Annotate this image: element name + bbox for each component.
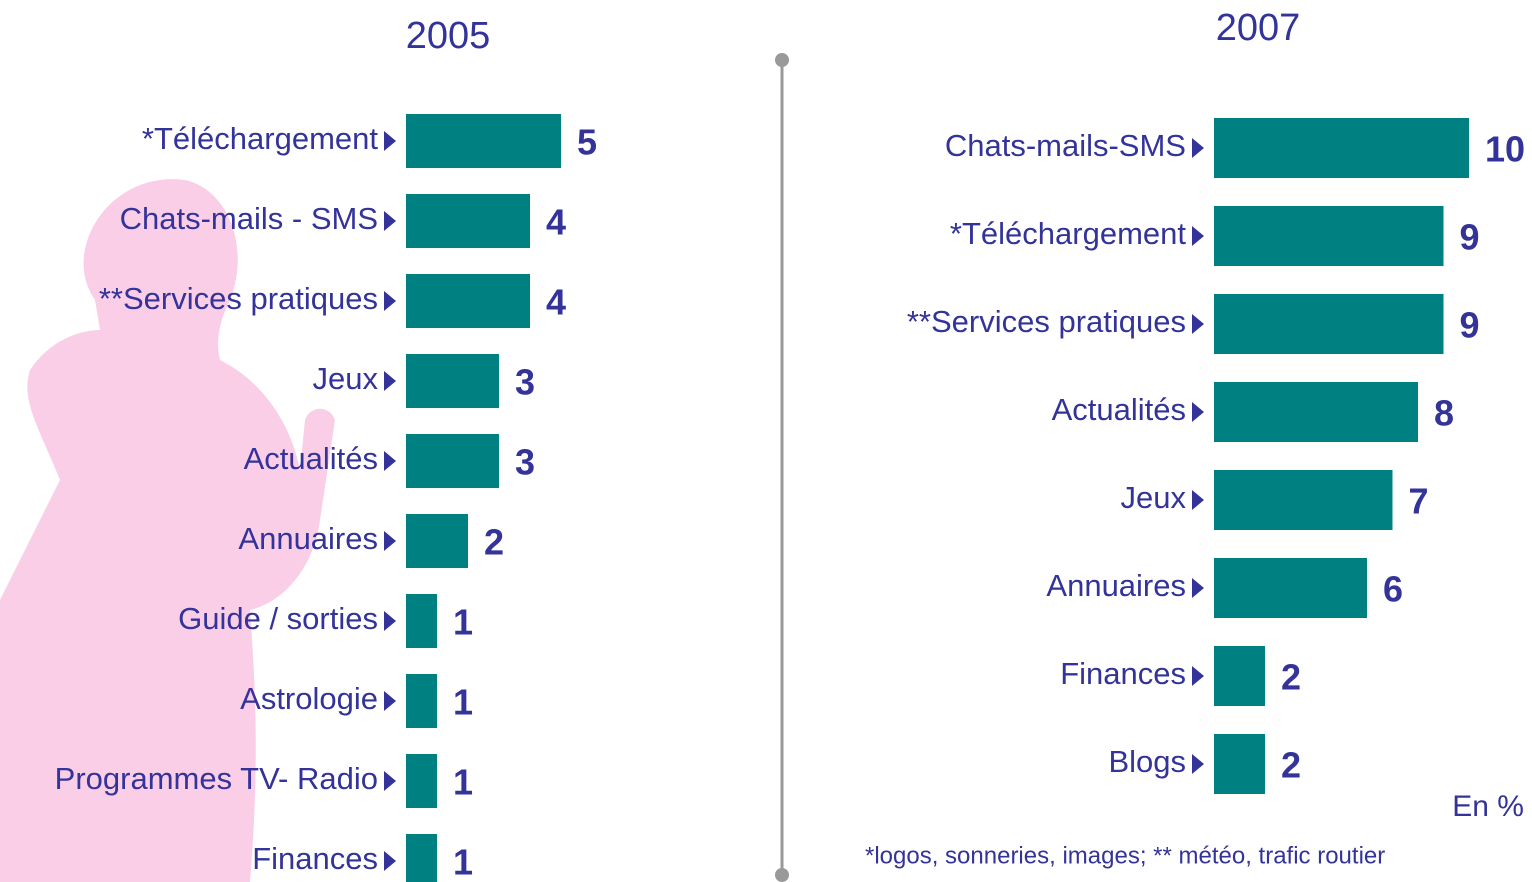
bar: [406, 114, 561, 168]
value-label: 8: [1434, 393, 1454, 434]
category-label: Finances: [252, 841, 378, 876]
marker: [384, 771, 396, 791]
category-label: *Téléchargement: [142, 121, 378, 156]
category-label: Chats-mails-SMS: [945, 128, 1186, 163]
category-label: Annuaires: [238, 521, 378, 556]
value-label: 3: [515, 362, 535, 403]
divider-dot: [775, 53, 789, 67]
category-label: Chats-mails - SMS: [120, 201, 378, 236]
bar: [406, 194, 530, 248]
marker: [384, 211, 396, 231]
value-label: 1: [453, 682, 473, 723]
marker: [1192, 754, 1204, 774]
marker: [384, 451, 396, 471]
bar: [406, 274, 530, 328]
bar: [406, 514, 468, 568]
bar: [1214, 734, 1265, 794]
bar: [406, 754, 437, 808]
chart-title: 2007: [1216, 7, 1301, 49]
category-label: Programmes TV- Radio: [55, 761, 378, 796]
value-label: 1: [453, 842, 473, 882]
bar: [406, 834, 437, 882]
value-label: 9: [1460, 217, 1480, 258]
category-label: *Téléchargement: [950, 216, 1186, 251]
marker: [384, 371, 396, 391]
marker: [1192, 490, 1204, 510]
marker: [384, 851, 396, 871]
bar: [406, 354, 499, 408]
bar: [1214, 558, 1367, 618]
marker: [1192, 666, 1204, 686]
value-label: 7: [1409, 481, 1429, 522]
marker: [384, 611, 396, 631]
value-label: 3: [515, 442, 535, 483]
value-label: 6: [1383, 569, 1403, 610]
category-label: Guide / sorties: [178, 601, 378, 636]
category-label: Blogs: [1108, 744, 1186, 779]
category-label: Actualités: [1052, 392, 1186, 427]
chart: 2005 *Téléchargement 5 Chats-mails - SMS 4 **…: [0, 0, 1532, 882]
marker: [384, 531, 396, 551]
category-label: Astrologie: [240, 681, 378, 716]
value-label: 4: [546, 282, 566, 323]
category-label: **Services pratiques: [99, 281, 378, 316]
bar: [406, 434, 499, 488]
value-label: 9: [1460, 305, 1480, 346]
bar: [1214, 470, 1393, 530]
marker: [1192, 138, 1204, 158]
bar: [1214, 294, 1444, 354]
category-label: Annuaires: [1046, 568, 1186, 603]
value-label: 5: [577, 122, 597, 163]
value-label: 2: [484, 522, 504, 563]
footnote: *logos, sonneries, images; ** météo, tra…: [865, 842, 1385, 869]
divider-dot: [775, 868, 789, 882]
bar: [1214, 118, 1469, 178]
category-label: Jeux: [1121, 480, 1187, 515]
marker: [1192, 226, 1204, 246]
chart-title: 2005: [406, 15, 491, 57]
category-label: Actualités: [244, 441, 378, 476]
bar: [406, 594, 437, 648]
value-label: 2: [1281, 657, 1301, 698]
category-label: Finances: [1060, 656, 1186, 691]
category-label: Jeux: [313, 361, 379, 396]
page: 2005 *Téléchargement 5 Chats-mails - SMS 4 **…: [0, 0, 1532, 882]
bar: [1214, 646, 1265, 706]
marker: [384, 291, 396, 311]
marker: [384, 691, 396, 711]
value-label: 1: [453, 762, 473, 803]
value-label: 2: [1281, 745, 1301, 786]
value-label: 10: [1485, 129, 1525, 170]
marker: [1192, 578, 1204, 598]
marker: [384, 131, 396, 151]
bar: [1214, 206, 1444, 266]
unit-note: En %: [1452, 790, 1524, 823]
marker: [1192, 314, 1204, 334]
value-label: 4: [546, 202, 566, 243]
bar: [1214, 382, 1418, 442]
bar: [406, 674, 437, 728]
marker: [1192, 402, 1204, 422]
value-label: 1: [453, 602, 473, 643]
category-label: **Services pratiques: [907, 304, 1186, 339]
